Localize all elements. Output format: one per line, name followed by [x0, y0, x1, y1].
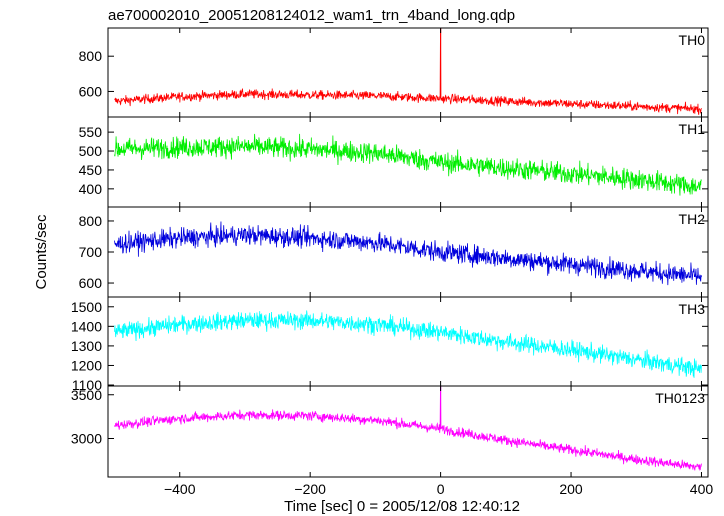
panels-group: 600 800 TH0 400 450 500 550 TH1 600 700 800 TH2 1100…: [71, 27, 709, 478]
y-tick-label: 700: [79, 244, 103, 260]
panel-label: TH3: [679, 301, 706, 317]
panel-frame: [107, 385, 709, 478]
panel-th1: 400 450 500 550 TH1: [79, 116, 709, 208]
panel-th0: 600 800 TH0: [79, 27, 709, 118]
y-tick-label: 1100: [72, 377, 102, 393]
y-tick-label: 550: [79, 124, 103, 140]
x-axis: −400 −200 0 200 400: [164, 481, 713, 497]
y-tick-label: 1300: [71, 338, 102, 354]
panel-frame: [107, 296, 709, 387]
y-tick-label: 800: [79, 48, 103, 64]
x-tick-label: 400: [690, 481, 714, 497]
y-tick-label: 800: [79, 213, 103, 229]
panel-th3: 1100 1200 1300 1400 1500 TH3: [71, 296, 709, 393]
panel-th0123: 3000 3500 TH0123: [71, 385, 709, 478]
y-tick-label: 3500: [71, 387, 102, 403]
x-tick-label: 0: [437, 481, 445, 497]
y-tick-label: 1400: [71, 318, 102, 334]
panel-frame: [107, 116, 709, 208]
panel-label: TH1: [679, 121, 706, 137]
y-tick-label: 1500: [71, 299, 102, 315]
series-line-th2: [114, 221, 702, 286]
y-tick-label: 400: [79, 181, 103, 197]
panel-label: TH2: [679, 211, 706, 227]
x-tick-label: −200: [294, 481, 326, 497]
panel-frame: [107, 27, 709, 118]
x-axis-label: Time [sec] 0 = 2005/12/08 12:40:12: [284, 498, 520, 515]
y-tick-label: 3000: [71, 431, 102, 447]
series-line-th1: [114, 133, 702, 196]
y-tick-label: 500: [79, 143, 103, 159]
y-tick-label: 600: [79, 83, 103, 99]
panel-label: TH0123: [655, 390, 705, 406]
y-tick-label: 1200: [71, 357, 102, 373]
series-line-th0: [114, 28, 702, 115]
y-axis-label: Counts/sec: [33, 214, 50, 290]
series-line-th3: [114, 310, 702, 378]
y-tick-label: 450: [79, 162, 103, 178]
x-tick-label: 200: [559, 481, 583, 497]
chart-title: ae700002010_20051208124012_wam1_trn_4ban…: [108, 7, 515, 24]
x-tick-label: −400: [164, 481, 196, 497]
y-tick-label: 600: [79, 275, 103, 291]
series-line-th0123: [114, 386, 702, 471]
panel-label: TH0: [679, 32, 706, 48]
panel-th2: 600 700 800 TH2: [79, 206, 709, 298]
